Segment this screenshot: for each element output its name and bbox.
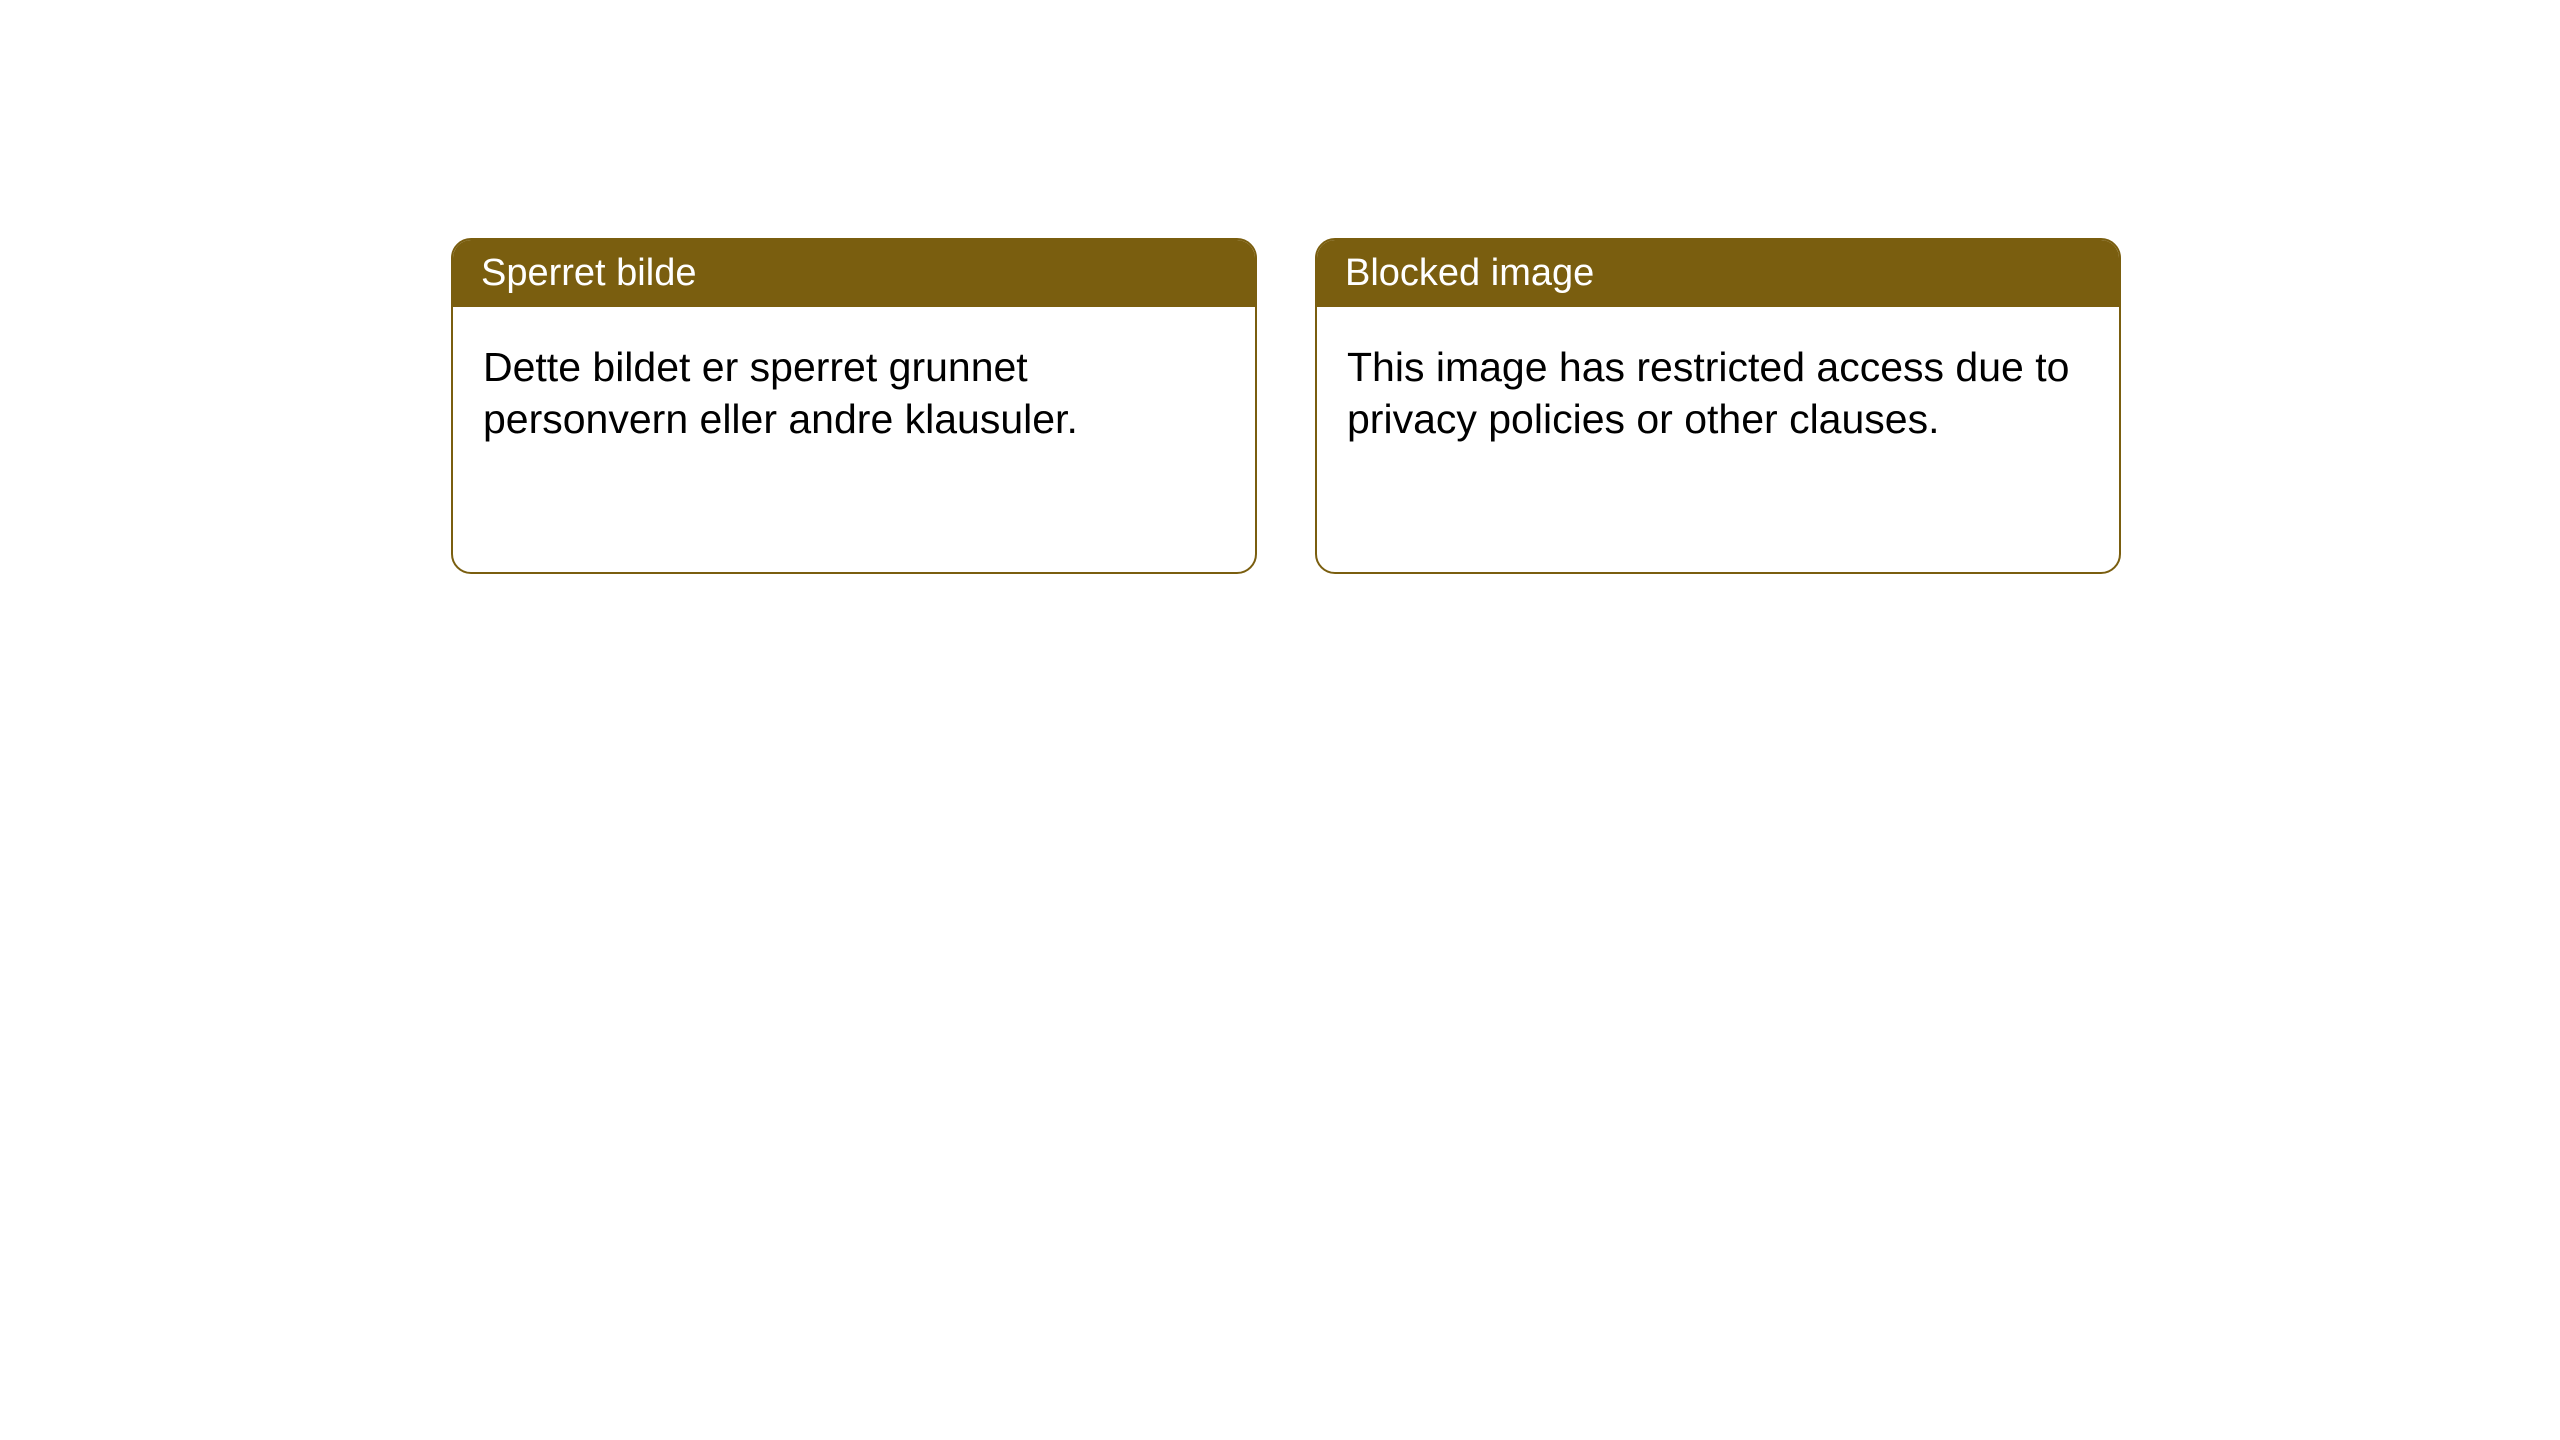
notice-title-norwegian: Sperret bilde — [481, 252, 696, 294]
notice-box-english: Blocked image This image has restricted … — [1315, 238, 2121, 574]
notice-header-english: Blocked image — [1317, 240, 2119, 307]
notice-body-norwegian: Dette bildet er sperret grunnet personve… — [453, 307, 1255, 480]
notice-container: Sperret bilde Dette bildet er sperret gr… — [451, 238, 2121, 574]
notice-text-norwegian: Dette bildet er sperret grunnet personve… — [483, 344, 1078, 442]
notice-text-english: This image has restricted access due to … — [1347, 344, 2069, 442]
notice-title-english: Blocked image — [1345, 252, 1594, 294]
notice-box-norwegian: Sperret bilde Dette bildet er sperret gr… — [451, 238, 1257, 574]
notice-body-english: This image has restricted access due to … — [1317, 307, 2119, 480]
notice-header-norwegian: Sperret bilde — [453, 240, 1255, 307]
